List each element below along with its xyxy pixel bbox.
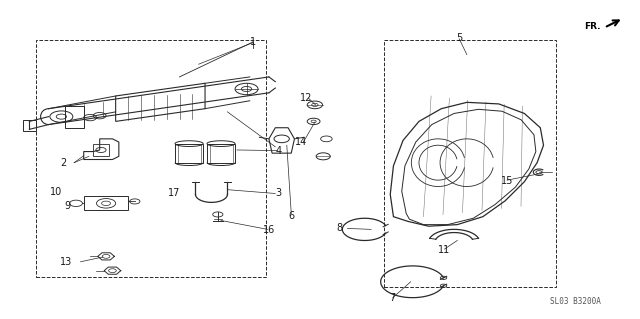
Text: 11: 11	[438, 245, 451, 255]
Text: 5: 5	[456, 33, 462, 43]
Text: 15: 15	[501, 176, 513, 186]
Text: 3: 3	[275, 189, 282, 198]
Text: 2: 2	[60, 158, 67, 168]
Text: 8: 8	[336, 223, 342, 234]
Text: FR.: FR.	[584, 22, 601, 31]
Text: 10: 10	[50, 187, 62, 197]
Text: 4: 4	[275, 145, 282, 156]
Text: 7: 7	[390, 293, 396, 303]
Text: 12: 12	[300, 93, 313, 103]
Text: 16: 16	[264, 225, 276, 235]
Text: 14: 14	[295, 137, 308, 147]
Text: 17: 17	[168, 189, 180, 198]
Text: 9: 9	[65, 201, 71, 211]
Text: 13: 13	[60, 257, 72, 267]
Text: 1: 1	[250, 37, 256, 47]
Text: SL03 B3200A: SL03 B3200A	[550, 297, 601, 306]
Text: 6: 6	[288, 211, 294, 221]
